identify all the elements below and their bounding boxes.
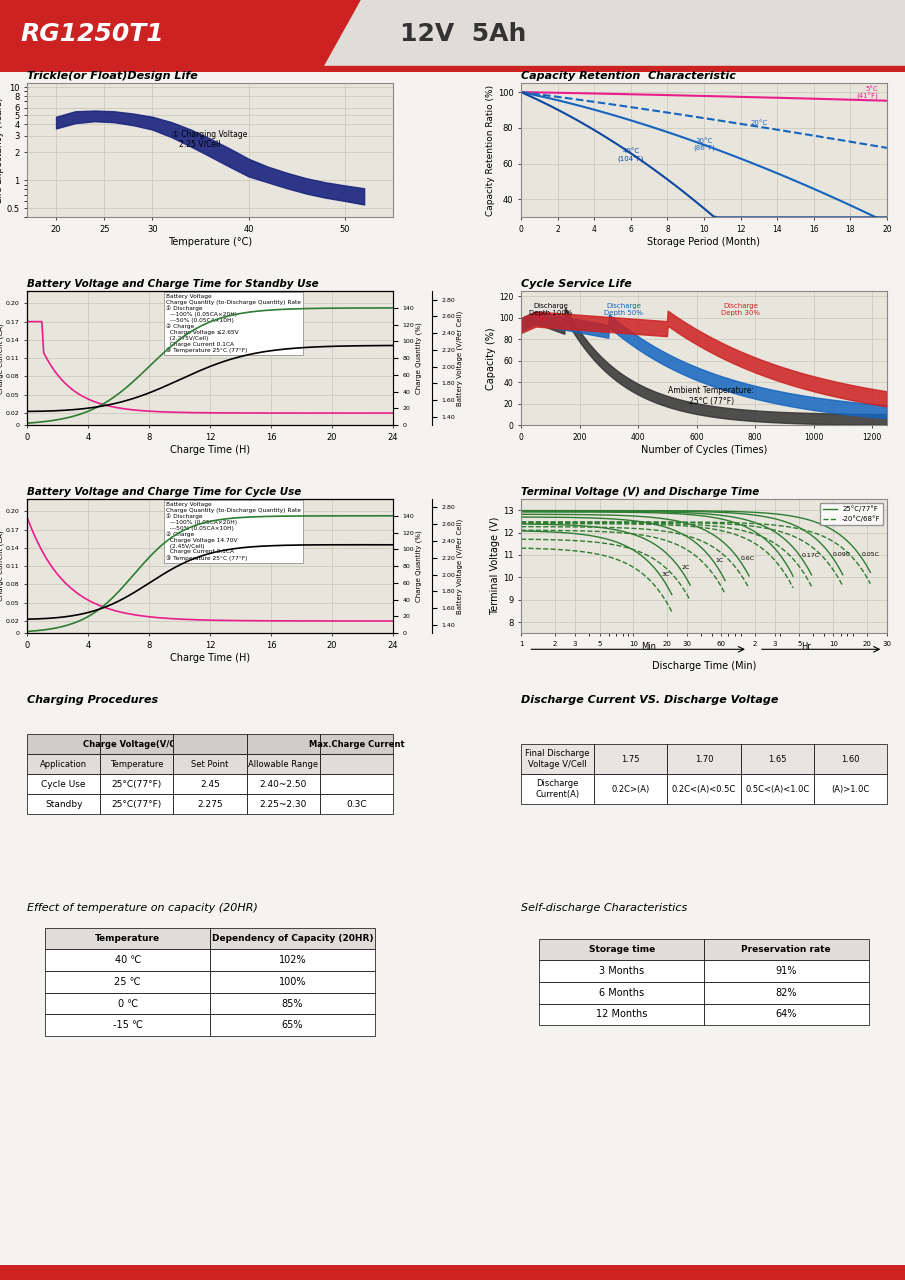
Text: Trickle(or Float)Design Life: Trickle(or Float)Design Life [27,70,198,81]
20°C [863,137,874,152]
Text: Min: Min [642,643,657,652]
Text: Discharge
Depth 50%: Discharge Depth 50% [604,303,643,316]
Line: 30°C(86°F): 30°C(86°F) [521,92,887,223]
Text: Ambient Temperature:
25°C (77°F): Ambient Temperature: 25°C (77°F) [669,387,754,406]
Y-axis label: Charge Current (CA): Charge Current (CA) [0,323,5,393]
X-axis label: Storage Period (Month): Storage Period (Month) [647,237,760,247]
Text: Hr: Hr [802,643,812,652]
40°C(104°F) [704,205,715,220]
Text: 0.09C: 0.09C [833,552,851,557]
Text: 20°C: 20°C [750,120,767,127]
Text: 0.05C: 0.05C [862,552,880,557]
Y-axis label: Life Expectancy (Years): Life Expectancy (Years) [0,97,4,204]
Text: 5°C
(41°F): 5°C (41°F) [856,86,878,100]
5°C(41°F) [852,92,862,108]
Text: 30°C
(86°F): 30°C (86°F) [693,138,715,152]
40°C(104°F) [738,210,748,225]
Polygon shape [0,0,360,72]
30°C(86°F) [734,150,745,165]
Y-axis label: Capacity (%): Capacity (%) [486,326,496,389]
Text: Self-discharge Characteristics: Self-discharge Characteristics [521,902,687,913]
Text: Discharge
Depth 30%: Discharge Depth 30% [721,303,760,316]
40°C(104°F) [516,84,527,100]
20°C [704,111,715,127]
Text: 2C: 2C [681,564,690,570]
Text: Charging Procedures: Charging Procedures [27,695,158,705]
Bar [0,67,905,72]
Text: 1C: 1C [715,558,724,563]
Text: ① Charging Voltage
   2.25 V/Cell: ① Charging Voltage 2.25 V/Cell [172,129,247,148]
X-axis label: Charge Time (H): Charge Time (H) [170,444,250,454]
40°C(104°F) [881,210,892,225]
Text: Cycle Service Life: Cycle Service Life [521,279,632,289]
Line: 5°C(41°F): 5°C(41°F) [521,92,887,101]
Text: Terminal Voltage (V) and Discharge Time: Terminal Voltage (V) and Discharge Time [521,486,759,497]
Text: 0.6C: 0.6C [740,556,755,561]
Text: Battery Voltage and Charge Time for Standby Use: Battery Voltage and Charge Time for Stan… [27,279,319,289]
20°C [516,84,527,100]
40°C(104°F) [867,210,878,225]
5°C(41°F) [516,84,527,100]
Text: Capacity Retention  Characteristic: Capacity Retention Characteristic [521,70,736,81]
Text: 0.17C: 0.17C [802,553,820,558]
Text: Discharge
Depth 100%: Discharge Depth 100% [529,303,572,316]
20°C [852,136,862,151]
40°C(104°F) [601,129,612,145]
5°C(41°F) [704,88,715,104]
Y-axis label: Battery Voltage (V/Per Cell): Battery Voltage (V/Per Cell) [457,518,463,613]
30°C(86°F) [863,206,874,221]
5°C(41°F) [734,90,745,105]
Text: Effect of temperature on capacity (20HR): Effect of temperature on capacity (20HR) [27,902,258,913]
5°C(41°F) [863,92,874,108]
40°C(104°F) [855,210,866,225]
30°C(86°F) [586,101,596,116]
Y-axis label: Charge Current (CA): Charge Current (CA) [0,531,5,602]
Y-axis label: Terminal Voltage (V): Terminal Voltage (V) [490,517,500,616]
X-axis label: Temperature (°C): Temperature (°C) [168,237,252,247]
X-axis label: Charge Time (H): Charge Time (H) [170,653,250,663]
Text: Battery Voltage and Charge Time for Cycle Use: Battery Voltage and Charge Time for Cycl… [27,486,301,497]
30°C(86°F) [881,215,892,230]
Line: 40°C(104°F): 40°C(104°F) [521,92,887,218]
Text: Battery Voltage
Charge Quantity (to-Discharge Quantity) Rate
① Discharge
  —100%: Battery Voltage Charge Quantity (to-Disc… [167,502,301,561]
Y-axis label: Battery Voltage (V/Per Cell): Battery Voltage (V/Per Cell) [457,311,463,406]
Y-axis label: Charge Quantity (%): Charge Quantity (%) [416,323,423,394]
40°C(104°F) [711,210,722,225]
Text: RG1250T1: RG1250T1 [20,23,164,46]
Legend: 25°C/77°F, -20°C/68°F: 25°C/77°F, -20°C/68°F [820,503,883,525]
Text: 40°C
(104°F): 40°C (104°F) [617,148,644,163]
20°C [734,116,745,132]
Text: 12V  5Ah: 12V 5Ah [400,23,527,46]
Line: 20°C: 20°C [521,92,887,148]
X-axis label: Discharge Time (Min): Discharge Time (Min) [652,660,757,671]
5°C(41°F) [601,86,612,101]
Text: Battery Voltage
Charge Quantity (to-Discharge Quantity) Rate
① Discharge
  —100%: Battery Voltage Charge Quantity (to-Disc… [167,294,301,353]
20°C [586,93,596,109]
30°C(86°F) [704,140,715,155]
30°C(86°F) [516,84,527,100]
Text: 3C: 3C [662,572,670,577]
20°C [881,141,892,156]
Y-axis label: Capacity Retention Ratio (%): Capacity Retention Ratio (%) [486,84,495,216]
Text: Discharge Current VS. Discharge Voltage: Discharge Current VS. Discharge Voltage [521,695,778,705]
X-axis label: Number of Cycles (Times): Number of Cycles (Times) [641,444,767,454]
20°C [601,96,612,111]
30°C(86°F) [601,105,612,120]
5°C(41°F) [881,93,892,109]
40°C(104°F) [586,120,596,136]
5°C(41°F) [586,86,596,101]
Y-axis label: Charge Quantity (%): Charge Quantity (%) [416,530,423,602]
30°C(86°F) [852,201,862,216]
